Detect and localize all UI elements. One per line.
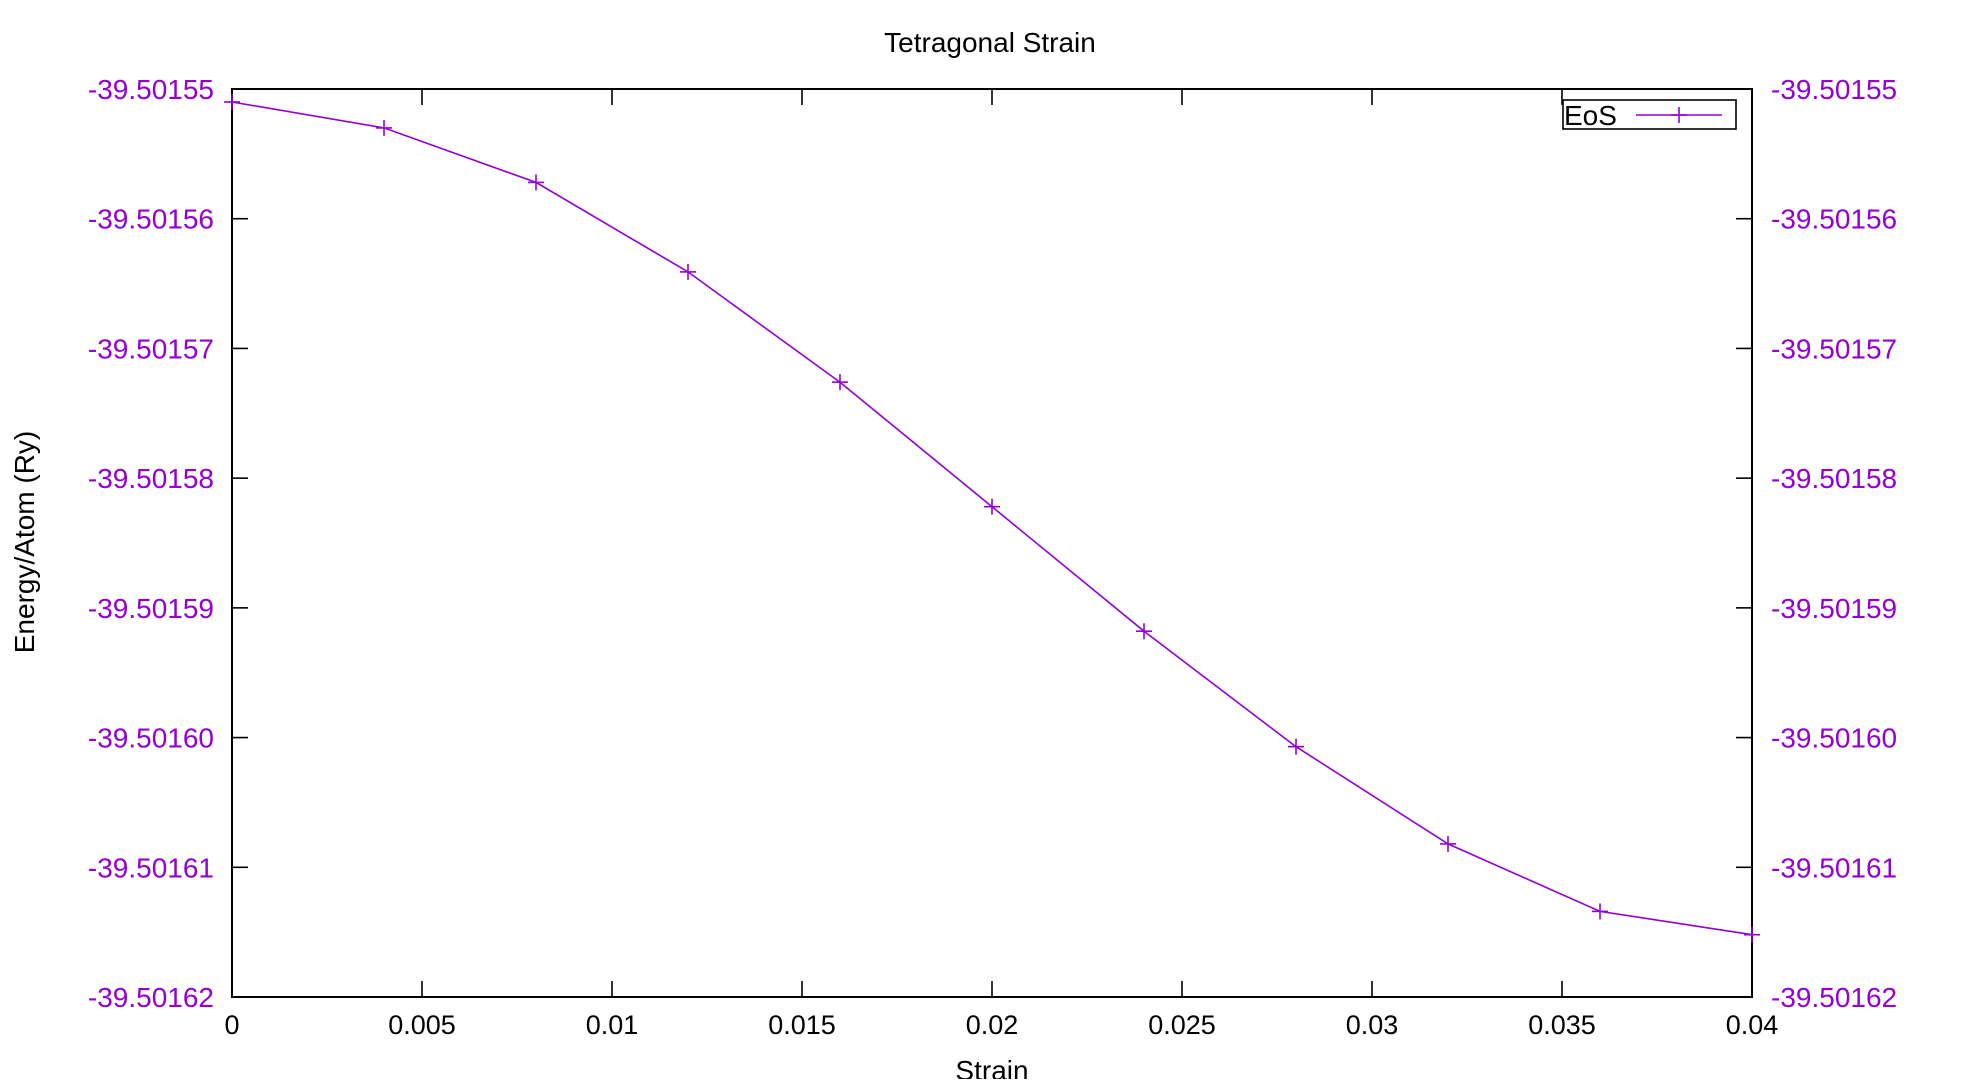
y-tick-label: -39.50161: [88, 852, 214, 883]
x-tick-label: 0.015: [768, 1010, 836, 1040]
x-axis-ticks: 0 0.005 0.01 0.015 0.02 0.025 0.03 0.035 0.04: [224, 89, 1778, 1040]
data-point-marker: [984, 498, 1000, 515]
data-point-marker: [1136, 623, 1152, 640]
x-tick-label: 0: [224, 1010, 239, 1040]
x-tick-label: 0.02: [966, 1010, 1019, 1040]
y2-tick-label: -39.50162: [1771, 982, 1897, 1013]
y-tick-label: -39.50157: [88, 333, 214, 364]
legend-label-eos: EoS: [1564, 100, 1617, 131]
y-tick-label: -39.50158: [88, 463, 214, 494]
legend-marker-plus: [1671, 107, 1687, 123]
x-tick-label: 0.005: [388, 1010, 456, 1040]
series-line-eos: [231, 101, 1753, 936]
y2-tick-label: -39.50157: [1771, 333, 1897, 364]
y-tick-label: -39.50162: [88, 982, 214, 1013]
y2-tick-label: -39.50155: [1771, 74, 1897, 105]
data-point-marker: [1440, 835, 1456, 852]
y-tick-label: -39.50156: [88, 204, 214, 235]
y2-axis-ticks: -39.50155 -39.50156 -39.50157 -39.50158 -39.…: [1736, 74, 1897, 1013]
y-tick-label: -39.50155: [88, 74, 214, 105]
x-axis-label: Strain: [955, 1055, 1028, 1079]
y2-tick-label: -39.50156: [1771, 204, 1897, 235]
data-point-marker: [1744, 926, 1760, 943]
plot-frame: [231, 88, 1753, 998]
y-axis-ticks: -39.50155 -39.50156 -39.50157 -39.50158 -39.…: [88, 74, 248, 1013]
y2-tick-label: -39.50158: [1771, 463, 1897, 494]
x-tick-label: 0.04: [1726, 1010, 1779, 1040]
series-layer: [224, 93, 1760, 943]
legend: EoS: [1562, 99, 1737, 131]
data-point-marker: [832, 374, 848, 391]
data-point-marker: [1288, 738, 1304, 755]
data-point-marker: [224, 93, 240, 110]
y-axis-label: Energy/Atom (Ry): [9, 431, 40, 654]
data-point-marker: [680, 263, 696, 280]
data-point-marker: [528, 174, 544, 191]
x-tick-label: 0.025: [1148, 1010, 1216, 1040]
data-point-marker: [376, 119, 392, 136]
y-tick-label: -39.50159: [88, 593, 214, 624]
chart-title: Tetragonal Strain: [884, 27, 1096, 58]
data-point-marker: [1592, 903, 1608, 920]
y2-tick-label: -39.50159: [1771, 593, 1897, 624]
x-tick-label: 0.01: [586, 1010, 639, 1040]
y2-tick-label: -39.50161: [1771, 852, 1897, 883]
y-tick-label: -39.50160: [88, 723, 214, 754]
x-tick-label: 0.035: [1528, 1010, 1596, 1040]
x-tick-label: 0.03: [1346, 1010, 1399, 1040]
y2-tick-label: -39.50160: [1771, 723, 1897, 754]
